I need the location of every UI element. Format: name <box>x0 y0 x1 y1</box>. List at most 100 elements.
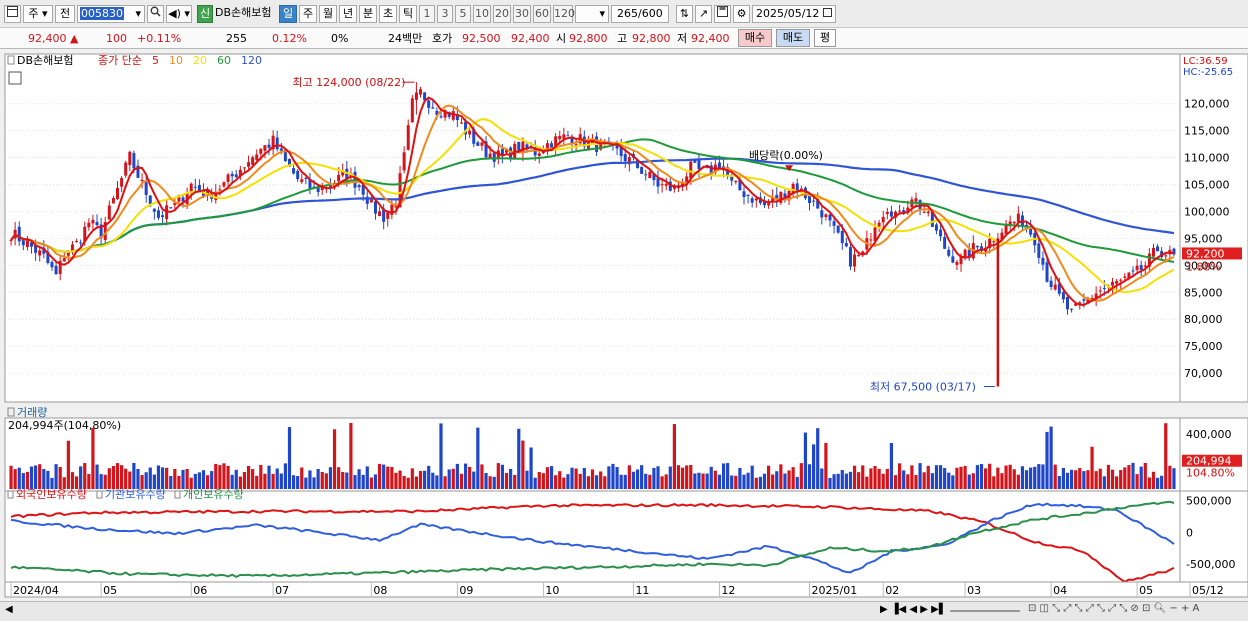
holdings-series-2 <box>10 500 1175 579</box>
pane-menu-icon[interactable] <box>7 55 15 65</box>
zoom-slider[interactable] <box>950 610 1020 612</box>
candle-body <box>189 183 193 193</box>
candle-body <box>120 178 124 187</box>
candle-body <box>369 199 373 203</box>
volume-bar <box>1029 467 1033 489</box>
volume-bar <box>111 466 116 489</box>
candle-body <box>836 225 840 233</box>
volume-bar <box>1049 426 1053 489</box>
volume-bar <box>463 463 468 489</box>
volume-bar <box>574 468 578 489</box>
interval-30[interactable]: 30 <box>513 5 531 23</box>
volume-bar <box>169 476 173 489</box>
interval-60[interactable]: 60 <box>533 5 551 23</box>
candle-body <box>1037 243 1041 258</box>
volume-bar <box>709 466 713 489</box>
candle-body <box>1086 298 1090 304</box>
volume-bar <box>197 472 202 489</box>
candle-body <box>1147 253 1151 267</box>
price-pane[interactable] <box>4 53 1181 403</box>
volume-bar <box>214 463 218 489</box>
volume-bar <box>812 444 816 489</box>
date-input[interactable]: 2025/05/12 <box>752 5 836 23</box>
interval-3[interactable]: 3 <box>437 5 453 23</box>
tool-icons[interactable]: ⊡ ◫ ⤡ ⤢ ⤡ ⤢ ⤡ ⤢ ⤡ ⊘ ⊡ 🔍︎ − + A <box>1028 603 1200 614</box>
candle-body <box>627 157 631 165</box>
candle-body <box>99 224 103 239</box>
volume-bar <box>1086 470 1090 489</box>
interval-20[interactable]: 20 <box>493 5 511 23</box>
volume-bar <box>115 463 120 489</box>
sell-button[interactable]: 매도 <box>776 29 810 47</box>
calculator-icon[interactable] <box>8 71 22 85</box>
nav-first-icon[interactable]: ▶ ▐◀ ◀ ▶ ▶▌ <box>880 604 947 615</box>
calendar-icon[interactable] <box>823 8 832 17</box>
volume-bar <box>664 474 668 489</box>
buy-button[interactable]: 매수 <box>738 29 772 47</box>
toggle-chart-icon[interactable]: ⇅ <box>676 5 693 23</box>
period-yearly[interactable]: 년 <box>339 5 357 23</box>
volume-bar <box>189 477 193 489</box>
volume-bar <box>934 465 939 489</box>
candle-body <box>169 207 173 209</box>
holdings-pane[interactable] <box>4 490 1181 586</box>
gear-icon[interactable]: ⚙ <box>733 5 750 23</box>
volume-bar <box>865 476 869 489</box>
period-monthly[interactable]: 월 <box>319 5 337 23</box>
candle-body <box>644 174 648 176</box>
candle-body <box>17 226 21 242</box>
period-tick[interactable]: 틱 <box>399 5 417 23</box>
volume-bar <box>431 472 435 489</box>
volume-bar <box>983 468 988 489</box>
candle-body <box>308 178 312 189</box>
period-daily[interactable]: 일 <box>279 5 297 23</box>
volume-bar <box>1106 464 1111 489</box>
volume-bar <box>607 466 611 489</box>
candle-body <box>558 135 562 140</box>
interval-5[interactable]: 5 <box>455 5 471 23</box>
candle-body <box>116 187 120 200</box>
count-input[interactable]: 265/600 <box>611 5 669 23</box>
interval-custom-select[interactable]: ▾ <box>575 5 609 23</box>
stock-chart[interactable]: 120,000 115,000 110,000 105,000 100,000 95,00… <box>0 50 1248 601</box>
volume-bar <box>734 475 738 489</box>
candle-body <box>619 145 623 157</box>
chart-scrollbar[interactable]: ◀ ▶ ▐◀ ◀ ▶ ▶▌ ⊡ ◫ ⤡ ⤢ ⤡ ⤢ ⤡ ⤢ ⤡ ⊘ ⊡ 🔍︎ −… <box>0 601 1248 621</box>
volume-menu-icon[interactable] <box>7 407 15 417</box>
volume-bar <box>742 474 746 489</box>
interval-1[interactable]: 1 <box>419 5 435 23</box>
sin-badge[interactable]: 신 <box>197 5 213 23</box>
interval-10[interactable]: 10 <box>473 5 491 23</box>
candle-body <box>283 149 287 162</box>
layout-icon[interactable] <box>4 5 21 23</box>
volume-bar <box>259 464 263 489</box>
save-icon[interactable] <box>714 5 731 23</box>
sound-icon[interactable]: ◀) ▾ <box>166 5 192 23</box>
candle-body <box>66 252 70 256</box>
chart-type-select[interactable]: 주 ▾ <box>23 5 53 23</box>
volume-bar <box>70 472 75 489</box>
volume-bar <box>705 473 709 489</box>
stock-code-input[interactable]: 005830 ▾ <box>77 5 145 23</box>
candle-body <box>820 210 824 218</box>
volume-bar <box>46 470 50 489</box>
interval-120[interactable]: 120 <box>553 5 575 23</box>
volume-bar <box>480 464 484 489</box>
candle-body <box>705 167 709 169</box>
period-second[interactable]: 초 <box>379 5 397 23</box>
period-minute[interactable]: 분 <box>359 5 377 23</box>
search-icon[interactable] <box>147 5 164 23</box>
volume-bar <box>156 465 161 489</box>
jeon-button[interactable]: 전 <box>55 5 75 23</box>
scroll-left-icon[interactable]: ◀ <box>5 604 13 615</box>
volume-bar <box>697 472 701 489</box>
price-tick-label: 120,000 <box>1184 98 1230 111</box>
eval-button[interactable]: 평 <box>814 29 836 47</box>
candle-body <box>505 148 509 153</box>
quote-value-1: 255 <box>226 32 247 45</box>
draw-tool-icon[interactable]: ↗ <box>695 5 712 23</box>
volume-bar <box>828 477 832 489</box>
volume-bar <box>500 464 505 489</box>
period-weekly[interactable]: 주 <box>299 5 317 23</box>
volume-bar <box>848 471 853 489</box>
